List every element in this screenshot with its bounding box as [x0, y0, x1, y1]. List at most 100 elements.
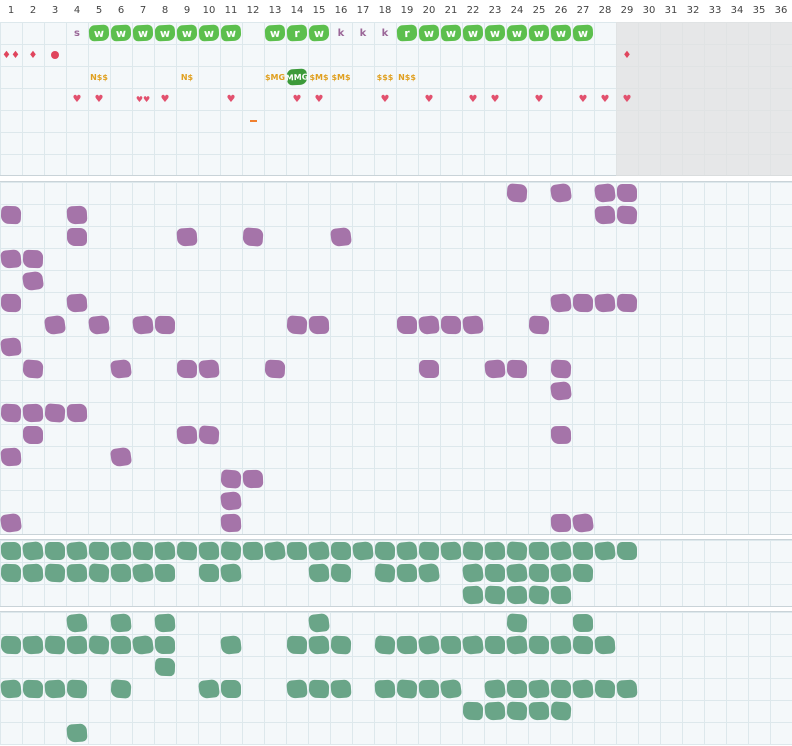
grid-cell[interactable] — [0, 512, 23, 534]
grid-cell[interactable] — [66, 562, 88, 584]
grid-cell[interactable] — [461, 634, 485, 656]
grid-cell[interactable] — [0, 204, 22, 226]
grid-cell[interactable] — [66, 226, 88, 248]
grid-cell[interactable] — [550, 562, 572, 584]
grid-cell[interactable] — [506, 700, 528, 722]
grid-cell[interactable] — [110, 634, 132, 656]
grid-cell[interactable] — [484, 562, 506, 584]
grid-cell[interactable] — [528, 678, 550, 700]
grid-cell[interactable] — [418, 540, 440, 562]
grid-cell[interactable] — [308, 314, 330, 336]
grid-cell[interactable] — [220, 512, 242, 534]
grid-cell[interactable]: MMG — [286, 66, 308, 88]
grid-cell[interactable] — [330, 540, 352, 562]
grid-cell[interactable] — [506, 182, 528, 204]
grid-cell[interactable]: ♥ — [66, 88, 88, 110]
grid-cell[interactable]: k — [352, 22, 374, 44]
grid-cell[interactable]: ♥♥ — [132, 88, 154, 110]
grid-cell[interactable] — [154, 562, 176, 584]
grid-cell[interactable] — [176, 358, 198, 380]
grid-cell[interactable]: w — [220, 22, 242, 44]
grid-cell[interactable] — [22, 634, 44, 656]
grid-cell[interactable] — [88, 634, 110, 656]
grid-cell[interactable] — [396, 678, 418, 700]
grid-cell[interactable] — [44, 540, 66, 562]
grid-cell[interactable] — [22, 358, 44, 380]
grid-cell[interactable] — [528, 314, 550, 336]
grid-cell[interactable]: w — [440, 22, 462, 44]
grid-cell[interactable] — [154, 656, 176, 678]
grid-cell[interactable] — [572, 634, 594, 656]
grid-cell[interactable] — [483, 678, 507, 700]
grid-cell[interactable] — [572, 292, 594, 314]
grid-cell[interactable] — [44, 562, 66, 584]
grid-cell[interactable] — [22, 562, 44, 584]
grid-cell[interactable] — [198, 540, 220, 562]
grid-cell[interactable]: ♥ — [616, 88, 638, 110]
grid-cell[interactable]: ♦ — [616, 44, 638, 66]
grid-cell[interactable] — [242, 226, 264, 248]
grid-cell[interactable]: ♥ — [484, 88, 506, 110]
grid-cell[interactable] — [396, 314, 418, 336]
grid-cell[interactable] — [330, 678, 352, 700]
grid-cell[interactable] — [462, 584, 484, 606]
grid-cell[interactable] — [484, 584, 506, 606]
grid-cell[interactable] — [43, 314, 67, 336]
grid-cell[interactable] — [263, 540, 287, 562]
grid-cell[interactable]: N$ — [176, 66, 198, 88]
grid-cell[interactable]: ♦♦ — [0, 44, 22, 66]
grid-cell[interactable] — [87, 314, 111, 336]
grid-cell[interactable] — [461, 562, 485, 584]
grid-cell[interactable] — [484, 540, 506, 562]
grid-cell[interactable] — [110, 678, 132, 700]
grid-cell[interactable] — [22, 402, 44, 424]
grid-cell[interactable] — [109, 446, 133, 468]
grid-cell[interactable] — [66, 612, 88, 634]
grid-cell[interactable] — [594, 292, 616, 314]
grid-cell[interactable] — [220, 678, 242, 700]
grid-cell[interactable] — [22, 248, 44, 270]
grid-cell[interactable]: w — [176, 22, 198, 44]
grid-cell[interactable]: w — [154, 22, 176, 44]
grid-cell[interactable] — [0, 336, 22, 358]
grid-cell[interactable] — [462, 540, 484, 562]
grid-cell[interactable] — [0, 634, 22, 656]
grid-cell[interactable] — [418, 314, 440, 336]
grid-cell[interactable]: ♥ — [594, 88, 616, 110]
grid-cell[interactable] — [131, 634, 155, 656]
grid-cell[interactable] — [307, 612, 331, 634]
grid-cell[interactable] — [21, 270, 45, 292]
grid-cell[interactable] — [616, 678, 638, 700]
grid-cell[interactable]: N$$ — [88, 66, 110, 88]
grid-cell[interactable] — [0, 292, 22, 314]
grid-cell[interactable] — [154, 612, 176, 634]
grid-cell[interactable] — [506, 562, 528, 584]
grid-cell[interactable] — [220, 490, 242, 512]
grid-cell[interactable]: w — [528, 22, 550, 44]
grid-cell[interactable] — [242, 468, 264, 490]
grid-cell[interactable] — [286, 540, 308, 562]
grid-cell[interactable] — [44, 678, 66, 700]
grid-cell[interactable] — [484, 634, 506, 656]
grid-cell[interactable] — [528, 540, 550, 562]
grid-cell[interactable] — [110, 540, 132, 562]
grid-cell[interactable] — [0, 562, 22, 584]
grid-cell[interactable]: r — [396, 22, 418, 44]
grid-cell[interactable]: $MG — [264, 66, 286, 88]
grid-cell[interactable]: w — [88, 22, 110, 44]
grid-cell[interactable] — [132, 540, 154, 562]
grid-cell[interactable] — [506, 678, 528, 700]
grid-cell[interactable] — [572, 540, 594, 562]
grid-cell[interactable] — [286, 678, 308, 700]
grid-cell[interactable] — [220, 562, 242, 584]
grid-cell[interactable] — [286, 634, 308, 656]
grid-cell[interactable]: ♥ — [462, 88, 484, 110]
grid-cell[interactable] — [66, 292, 88, 314]
grid-cell[interactable]: s — [66, 22, 88, 44]
grid-cell[interactable] — [418, 358, 440, 380]
grid-cell[interactable] — [110, 562, 132, 584]
grid-cell[interactable]: w — [132, 22, 154, 44]
grid-cell[interactable] — [506, 540, 528, 562]
grid-cell[interactable]: w — [484, 22, 506, 44]
grid-cell[interactable] — [352, 540, 374, 562]
